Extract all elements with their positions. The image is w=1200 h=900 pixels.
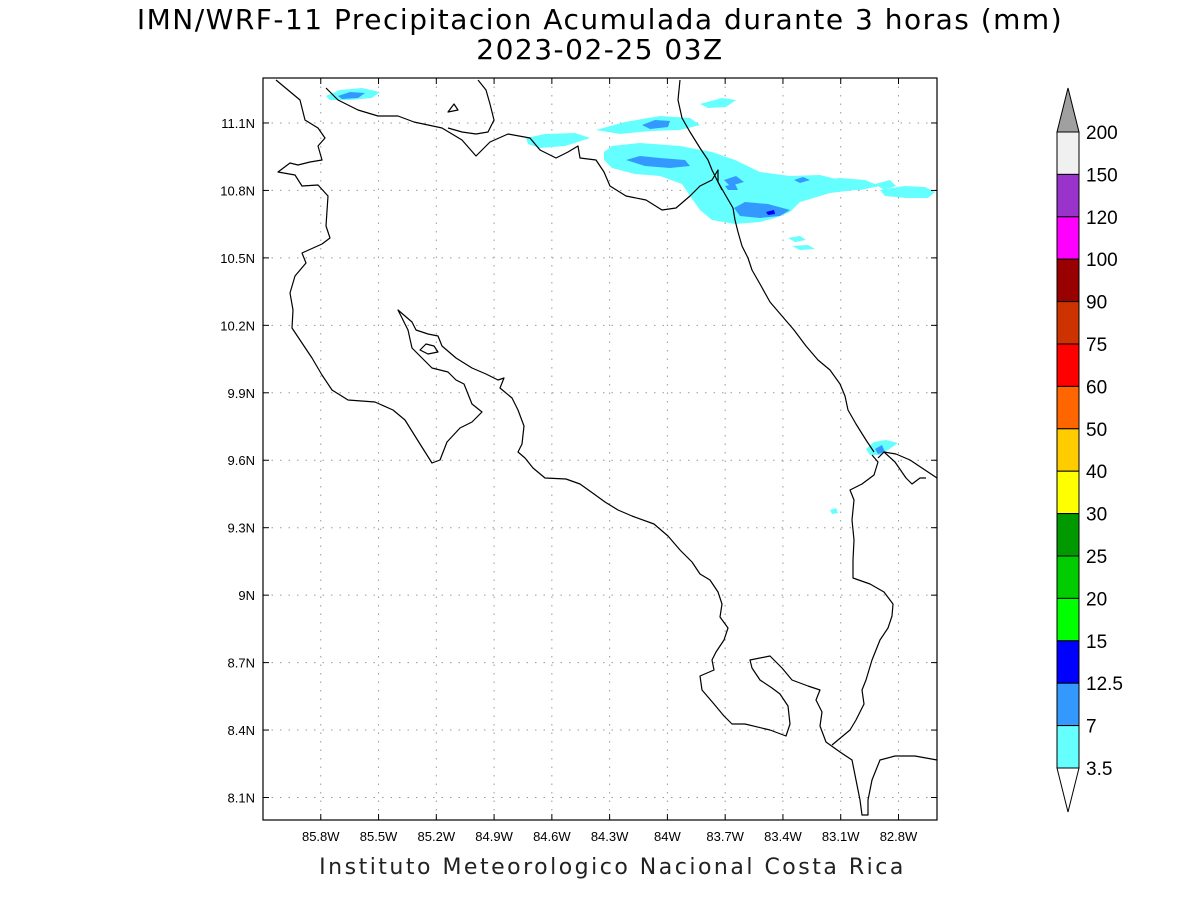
- legend-label: 15: [1086, 632, 1107, 653]
- precip-area: [830, 508, 838, 514]
- precip-area: [526, 133, 590, 148]
- x-tick-label: 84.9W: [475, 829, 513, 844]
- precip-area: [792, 245, 815, 250]
- y-tick-label: 9.6N: [228, 453, 255, 468]
- legend-swatch: [1056, 555, 1080, 599]
- x-tick-label: 85.2W: [418, 829, 456, 844]
- precipitation-areas: [326, 88, 935, 514]
- legend-label: 25: [1086, 547, 1107, 568]
- precip-area: [880, 186, 935, 198]
- y-tick-label: 10.5N: [220, 251, 255, 266]
- osa-peninsula: [744, 655, 938, 816]
- legend-label: 90: [1086, 293, 1107, 314]
- legend-swatch: [1056, 301, 1080, 345]
- precip-medium: [338, 92, 885, 454]
- legend-label: 60: [1086, 377, 1107, 398]
- precip-area: [788, 236, 806, 242]
- legend-label: 75: [1086, 335, 1107, 356]
- precip-area: [626, 156, 690, 168]
- gulf-island: [419, 343, 439, 355]
- precip-area: [820, 178, 880, 190]
- legend-swatch: [1056, 597, 1080, 642]
- x-tick-label: 84W: [654, 829, 681, 844]
- y-tick-label: 8.7N: [228, 656, 255, 671]
- footer-credit: Instituto Meteorologico Nacional Costa R…: [319, 855, 906, 880]
- y-tick-label: 9N: [238, 588, 255, 603]
- colorbar-legend: 200 150 120 100 90 75 60 50 40 30 25 20 15 12.5 7 3.5: [1056, 87, 1123, 813]
- legend-swatch: [1056, 173, 1080, 218]
- precip-area: [766, 210, 775, 215]
- legend-swatch: [1056, 470, 1080, 515]
- legend-top-arrow: [1056, 87, 1080, 133]
- grid-lines: [263, 78, 937, 820]
- y-tick-label: 11.1N: [221, 116, 255, 131]
- x-tick-label: 84.6W: [533, 829, 571, 844]
- legend-label: 150: [1086, 165, 1118, 186]
- x-tick-label: 82.8W: [880, 829, 918, 844]
- y-tick-label: 8.4N: [228, 723, 255, 738]
- legend-label: 200: [1086, 123, 1118, 144]
- y-tick-label: 9.9N: [228, 386, 255, 401]
- precip-area: [875, 445, 885, 454]
- precip-area: [642, 120, 670, 129]
- y-tick-label: 10.8N: [220, 183, 255, 198]
- legend-label: 12.5: [1086, 674, 1123, 695]
- precip-area: [700, 98, 736, 108]
- precip-area: [734, 202, 790, 218]
- legend-swatch: [1056, 725, 1080, 769]
- y-tick-label: 9.3N: [228, 521, 255, 536]
- axis-labels: 85.8W 85.5W 85.2W 84.9W 84.6W 84.3W 84W 83.7W 83…: [220, 78, 937, 844]
- legend-swatch: [1056, 343, 1080, 387]
- caribbean-coast: [677, 79, 875, 453]
- legend-swatch: [1056, 131, 1080, 175]
- coastline: [275, 79, 938, 816]
- y-tick-label: 8.1N: [228, 791, 255, 806]
- map-panel: [263, 78, 937, 820]
- pacific-coast: [275, 79, 745, 725]
- precip-area: [338, 92, 365, 99]
- precip-area: [724, 176, 744, 186]
- legend-label: 120: [1086, 208, 1118, 229]
- map-datetime: 2023-02-25 03Z: [476, 33, 724, 66]
- legend-bottom-arrow: [1056, 767, 1080, 813]
- map-frame: [262, 77, 938, 821]
- precip-area: [875, 180, 896, 190]
- x-tick-label: 83.4W: [764, 829, 802, 844]
- y-tick-label: 10.2N: [220, 318, 255, 333]
- x-tick-label: 83.7W: [706, 829, 744, 844]
- precip-heavy: [766, 210, 775, 215]
- x-tick-label: 84.3W: [591, 829, 629, 844]
- legend-swatch: [1056, 682, 1080, 727]
- legend-swatch: [1056, 513, 1080, 557]
- legend-label: 7: [1086, 717, 1097, 738]
- legend-label: 50: [1086, 420, 1107, 441]
- legend-label: 40: [1086, 462, 1107, 483]
- map-title: IMN/WRF-11 Precipitacion Acumulada duran…: [136, 3, 1064, 36]
- legend-label: 20: [1086, 589, 1107, 610]
- x-tick-label: 83.1W: [822, 829, 860, 844]
- x-tick-label: 85.5W: [360, 829, 398, 844]
- legend-label: 100: [1086, 250, 1118, 271]
- lake-edge: [447, 79, 495, 135]
- legend-swatch: [1056, 216, 1080, 260]
- caribbean-coast: [877, 451, 938, 485]
- precip-area: [725, 184, 738, 190]
- small-lake: [447, 103, 459, 113]
- legend-label: 3.5: [1086, 759, 1112, 780]
- panama-border: [831, 454, 894, 746]
- nicaragua-border: [325, 87, 723, 211]
- x-tick-label: 85.8W: [302, 829, 340, 844]
- legend-swatch: [1056, 258, 1080, 303]
- legend-swatch: [1056, 385, 1080, 430]
- legend-swatch: [1056, 428, 1080, 472]
- precip-area: [794, 177, 810, 183]
- legend-swatch: [1056, 640, 1080, 684]
- legend-label: 30: [1086, 505, 1107, 526]
